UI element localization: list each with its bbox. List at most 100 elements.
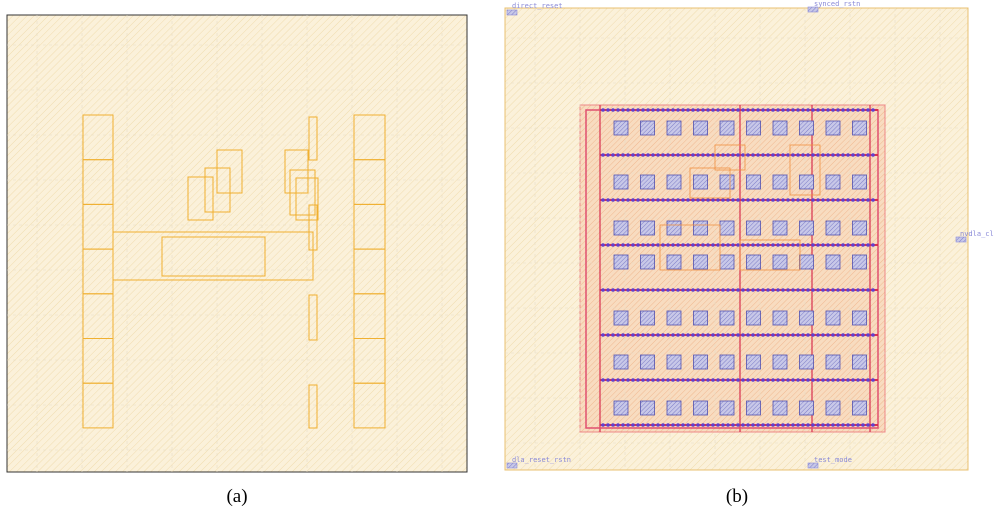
via-dot xyxy=(751,288,755,292)
via-dot xyxy=(811,333,815,337)
via-dot xyxy=(791,243,795,247)
via-dot xyxy=(801,198,805,202)
via-dot xyxy=(666,108,670,112)
via-dot xyxy=(606,153,610,157)
via-dot xyxy=(746,288,750,292)
via xyxy=(693,254,708,270)
via-dot xyxy=(856,288,860,292)
via-dot xyxy=(836,108,840,112)
via-dot xyxy=(851,108,855,112)
via-dot xyxy=(706,423,710,427)
via-dot xyxy=(691,153,695,157)
via-dot xyxy=(746,378,750,382)
via xyxy=(746,354,761,370)
via-dot xyxy=(606,198,610,202)
cell xyxy=(112,231,314,281)
via-dot xyxy=(716,333,720,337)
via-dot xyxy=(701,378,705,382)
via-dot xyxy=(706,198,710,202)
via-dot xyxy=(796,198,800,202)
via-dot xyxy=(771,198,775,202)
via-dot xyxy=(741,378,745,382)
via-dot xyxy=(846,198,850,202)
via-dot xyxy=(826,333,830,337)
via-dot xyxy=(661,108,665,112)
via-dot xyxy=(771,108,775,112)
via xyxy=(693,310,708,326)
via-dot xyxy=(666,378,670,382)
pin-label: nvdla_cl xyxy=(960,230,994,238)
via-dot xyxy=(746,333,750,337)
via-dot xyxy=(746,153,750,157)
via-dot xyxy=(656,288,660,292)
via xyxy=(666,400,682,416)
via-dot xyxy=(756,108,760,112)
via-dot xyxy=(651,333,655,337)
via-dot xyxy=(791,333,795,337)
via-dot xyxy=(601,288,605,292)
via-dot xyxy=(606,288,610,292)
via xyxy=(825,120,841,136)
via-dot xyxy=(616,333,620,337)
panel-b xyxy=(504,6,969,471)
via-dot xyxy=(816,288,820,292)
via-dot xyxy=(601,108,605,112)
via-dot xyxy=(676,108,680,112)
via-dot xyxy=(736,243,740,247)
via-dot xyxy=(706,153,710,157)
via-dot xyxy=(821,153,825,157)
via-dot xyxy=(846,108,850,112)
via-dot xyxy=(726,288,730,292)
via-dot xyxy=(621,243,625,247)
via xyxy=(799,120,814,136)
via-dot xyxy=(721,108,725,112)
via-dot xyxy=(871,423,875,427)
pin xyxy=(506,9,518,16)
via-dot xyxy=(836,378,840,382)
via xyxy=(666,220,682,236)
via-dot xyxy=(711,108,715,112)
via-dot xyxy=(646,153,650,157)
via-dot xyxy=(671,153,675,157)
via-dot xyxy=(741,243,745,247)
via-dot xyxy=(816,333,820,337)
via-dot xyxy=(711,423,715,427)
via-dot xyxy=(806,378,810,382)
via-dot xyxy=(696,108,700,112)
via xyxy=(640,220,655,236)
via-dot xyxy=(641,198,645,202)
via-dot xyxy=(766,108,770,112)
via-dot xyxy=(666,198,670,202)
pin xyxy=(807,6,819,13)
via-dot xyxy=(696,333,700,337)
via-dot xyxy=(816,423,820,427)
via-dot xyxy=(616,153,620,157)
via-dot xyxy=(761,198,765,202)
pin xyxy=(955,236,967,243)
via-dot xyxy=(861,288,865,292)
via-dot xyxy=(626,153,630,157)
via-dot xyxy=(741,153,745,157)
via-dot xyxy=(686,378,690,382)
via-dot xyxy=(681,378,685,382)
via xyxy=(693,120,708,136)
via-dot xyxy=(731,108,735,112)
via-dot xyxy=(686,108,690,112)
via-dot xyxy=(641,333,645,337)
via-dot xyxy=(621,378,625,382)
via-dot xyxy=(731,198,735,202)
cell xyxy=(659,224,721,271)
via-dot xyxy=(616,108,620,112)
via-dot xyxy=(636,108,640,112)
via-dot xyxy=(791,198,795,202)
via-dot xyxy=(641,288,645,292)
via-dot xyxy=(851,153,855,157)
via-dot xyxy=(871,378,875,382)
via-dot xyxy=(636,198,640,202)
via-dot xyxy=(611,333,615,337)
pin xyxy=(506,462,518,469)
via-dot xyxy=(766,378,770,382)
via-dot xyxy=(686,243,690,247)
via-dot xyxy=(601,378,605,382)
